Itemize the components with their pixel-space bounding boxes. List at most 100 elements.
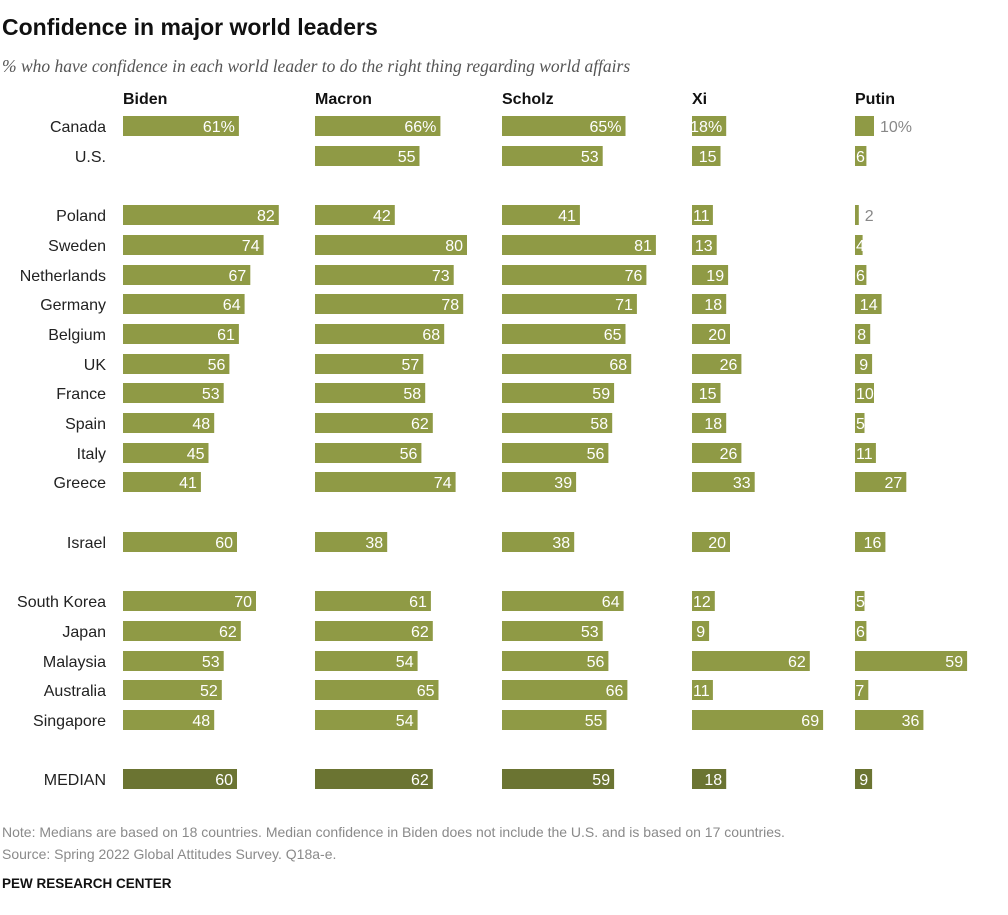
bar-macron-australia: [315, 680, 439, 700]
bar-biden-poland: [123, 205, 279, 225]
value-label-scholz-malaysia: 56: [587, 654, 605, 671]
bar-putin-germany: [855, 294, 882, 314]
value-label-scholz-singapore: 55: [585, 713, 603, 730]
column-header-xi: Xi: [692, 91, 707, 108]
value-label-biden-singapore: 48: [192, 713, 210, 730]
bar-scholz-belgium: [502, 324, 626, 344]
value-label-scholz-south-korea: 64: [602, 594, 620, 611]
country-label-u-s: U.S.: [75, 149, 106, 166]
value-label-putin-france: 10: [856, 386, 874, 403]
value-label-biden-israel: 60: [215, 535, 233, 552]
bar-xi-belgium: [692, 324, 730, 344]
value-label-macron-median: 62: [411, 772, 429, 789]
value-label-macron-spain: 62: [411, 416, 429, 433]
bar-biden-spain: [123, 413, 215, 433]
column-header-putin: Putin: [855, 91, 895, 108]
country-label-median: MEDIAN: [44, 772, 106, 789]
bar-scholz-germany: [502, 294, 637, 314]
value-label-xi-uk: 26: [720, 357, 738, 374]
value-label-biden-poland: 82: [257, 208, 275, 225]
country-label-israel: Israel: [67, 535, 106, 552]
brand-name: PEW RESEARCH CENTER: [2, 876, 172, 891]
value-label-biden-australia: 52: [200, 683, 218, 700]
value-label-xi-japan: 9: [696, 624, 705, 641]
value-label-putin-sweden: 4: [856, 238, 865, 255]
country-label-malaysia: Malaysia: [43, 654, 106, 671]
value-label-biden-italy: 45: [187, 446, 205, 463]
bar-scholz-u-s: [502, 146, 603, 166]
bar-putin-israel: [855, 532, 886, 552]
bar-biden-australia: [123, 680, 222, 700]
value-label-macron-france: 58: [403, 386, 421, 403]
bar-scholz-france: [502, 383, 615, 403]
country-label-germany: Germany: [40, 297, 106, 314]
value-label-macron-singapore: 54: [396, 713, 414, 730]
value-label-biden-south-korea: 70: [234, 594, 252, 611]
value-label-biden-germany: 64: [223, 297, 241, 314]
value-label-scholz-uk: 68: [609, 357, 627, 374]
bar-scholz-spain: [502, 413, 613, 433]
bar-putin-italy: [855, 443, 876, 463]
bar-xi-singapore: [692, 710, 824, 730]
value-label-scholz-median: 59: [592, 772, 610, 789]
value-label-macron-italy: 56: [400, 446, 418, 463]
bar-xi-spain: [692, 413, 727, 433]
value-label-macron-malaysia: 54: [396, 654, 414, 671]
value-label-xi-singapore: 69: [801, 713, 819, 730]
country-label-spain: Spain: [65, 416, 106, 433]
bar-putin-australia: [855, 680, 869, 700]
bar-macron-france: [315, 383, 426, 403]
bar-putin-poland: [855, 205, 859, 225]
value-label-macron-uk: 57: [402, 357, 420, 374]
bar-putin-spain: [855, 413, 865, 433]
bar-putin-sweden: [855, 235, 863, 255]
bar-xi-malaysia: [692, 651, 810, 671]
value-label-xi-spain: 18: [704, 416, 722, 433]
value-label-macron-israel: 38: [365, 535, 383, 552]
value-label-putin-south-korea: 5: [856, 594, 865, 611]
value-label-putin-poland: 2: [865, 208, 874, 225]
bar-biden-south-korea: [123, 591, 256, 611]
value-label-putin-malaysia: 59: [945, 654, 963, 671]
bar-scholz-italy: [502, 443, 609, 463]
bar-macron-u-s: [315, 146, 420, 166]
bar-xi-australia: [692, 680, 713, 700]
value-label-scholz-australia: 66: [606, 683, 624, 700]
bar-biden-japan: [123, 621, 241, 641]
bar-biden-malaysia: [123, 651, 224, 671]
value-label-macron-south-korea: 61: [409, 594, 427, 611]
bar-biden-singapore: [123, 710, 215, 730]
value-label-putin-canada: 10%: [880, 119, 912, 136]
bar-biden-greece: [123, 472, 201, 492]
bar-xi-south-korea: [692, 591, 715, 611]
value-label-xi-belgium: 20: [708, 327, 726, 344]
value-label-xi-israel: 20: [708, 535, 726, 552]
bar-macron-spain: [315, 413, 433, 433]
column-header-biden: Biden: [123, 91, 167, 108]
value-label-putin-japan: 6: [856, 624, 865, 641]
bar-scholz-malaysia: [502, 651, 609, 671]
bar-scholz-uk: [502, 354, 632, 374]
bar-xi-france: [692, 383, 721, 403]
bar-putin-malaysia: [855, 651, 968, 671]
value-label-scholz-france: 59: [592, 386, 610, 403]
value-label-biden-netherlands: 67: [229, 268, 247, 285]
bar-macron-belgium: [315, 324, 445, 344]
bar-xi-japan: [692, 621, 710, 641]
bar-macron-uk: [315, 354, 424, 374]
value-label-putin-greece: 27: [885, 475, 903, 492]
value-label-xi-germany: 18: [704, 297, 722, 314]
value-label-biden-canada: 61%: [203, 119, 235, 136]
value-label-xi-australia: 11: [693, 683, 710, 700]
bar-xi-uk: [692, 354, 742, 374]
bar-biden-belgium: [123, 324, 239, 344]
column-header-macron: Macron: [315, 91, 372, 108]
bar-putin-netherlands: [855, 265, 867, 285]
value-label-scholz-sweden: 81: [634, 238, 652, 255]
value-label-biden-france: 53: [202, 386, 220, 403]
bar-putin-south-korea: [855, 591, 865, 611]
bar-biden-france: [123, 383, 224, 403]
bar-biden-netherlands: [123, 265, 251, 285]
value-label-xi-canada: 18%: [690, 119, 722, 136]
bar-putin-singapore: [855, 710, 924, 730]
